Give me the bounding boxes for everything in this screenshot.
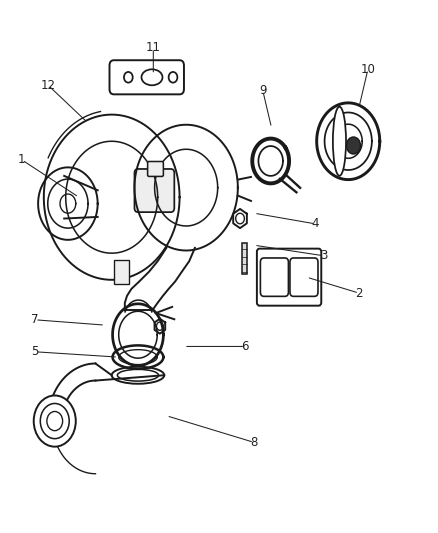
Ellipse shape: [112, 367, 164, 384]
FancyBboxPatch shape: [260, 258, 289, 296]
Circle shape: [236, 213, 244, 224]
Circle shape: [40, 403, 69, 439]
Bar: [242, 243, 247, 274]
Text: 8: 8: [251, 436, 258, 449]
Text: 10: 10: [360, 63, 375, 76]
Circle shape: [47, 411, 63, 431]
FancyBboxPatch shape: [290, 258, 318, 296]
Text: 11: 11: [146, 42, 161, 54]
Text: 9: 9: [259, 84, 267, 97]
FancyBboxPatch shape: [110, 60, 184, 94]
Text: 12: 12: [41, 79, 56, 92]
FancyBboxPatch shape: [257, 248, 321, 306]
Circle shape: [156, 322, 163, 330]
Circle shape: [346, 137, 360, 154]
FancyBboxPatch shape: [114, 260, 129, 284]
Text: 4: 4: [311, 217, 319, 230]
Text: 3: 3: [321, 249, 328, 262]
Circle shape: [169, 72, 177, 83]
Text: 6: 6: [241, 340, 249, 353]
FancyBboxPatch shape: [148, 161, 163, 176]
Text: 5: 5: [32, 345, 39, 358]
Text: 2: 2: [355, 287, 363, 300]
Ellipse shape: [117, 369, 159, 381]
Ellipse shape: [141, 69, 162, 85]
FancyBboxPatch shape: [134, 169, 174, 212]
Circle shape: [34, 395, 76, 447]
Text: 1: 1: [18, 154, 26, 166]
Circle shape: [124, 72, 133, 83]
Ellipse shape: [333, 107, 346, 176]
Text: 7: 7: [31, 313, 39, 326]
